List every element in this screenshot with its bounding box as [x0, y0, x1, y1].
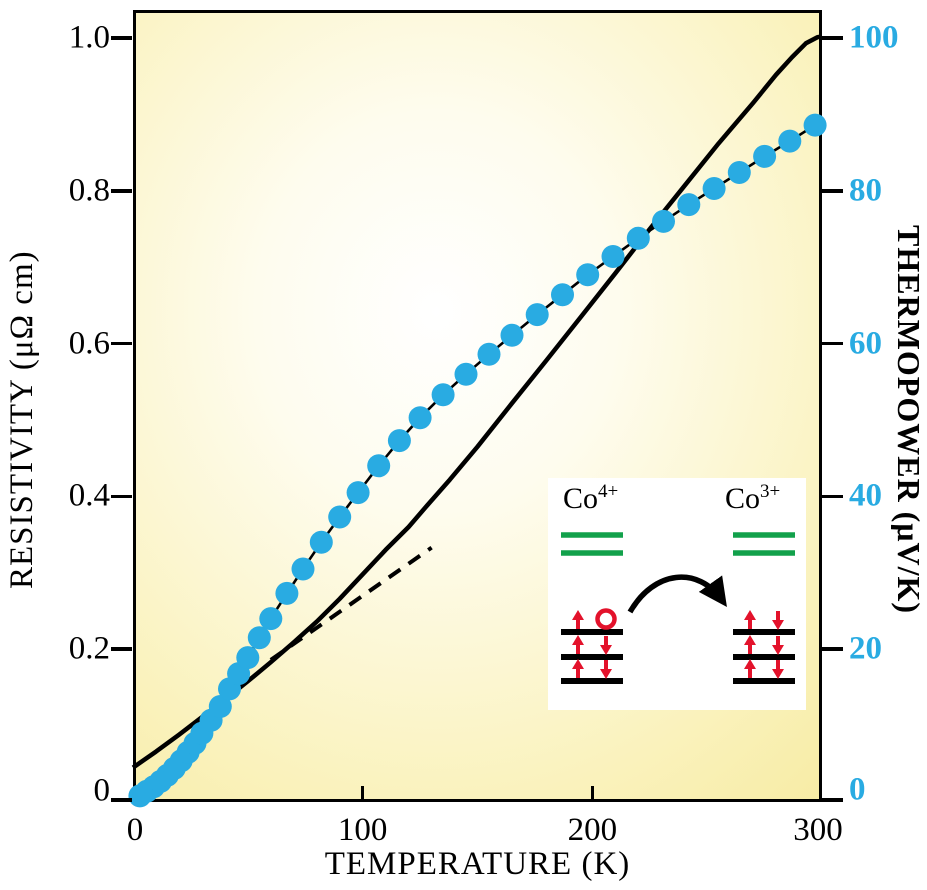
x-axis-tick [360, 786, 365, 801]
right-axis-tick [822, 36, 843, 40]
x-axis-tick-label: 200 [567, 812, 618, 848]
right-axis-tick [822, 189, 843, 193]
spin-up-arrowhead [744, 635, 756, 645]
hop-arrow [627, 574, 727, 614]
left-axis-tick [111, 341, 132, 346]
spin-up-arrowhead [572, 659, 584, 669]
x-axis-tick-label: 0 [126, 812, 144, 848]
x-axis-tick [590, 786, 595, 801]
left-axis-title: RESISTIVITY (μΩ cm) [4, 38, 41, 802]
left-axis-title-text: RESISTIVITY (μΩ cm) [4, 250, 40, 590]
ion-label-co3: Co3+ [725, 481, 781, 515]
left-axis-tick [111, 647, 132, 651]
left-axis-tick [111, 189, 132, 193]
left-axis-tick [111, 494, 132, 499]
right-axis-tick-label: 40 [849, 477, 882, 514]
right-axis-tick [822, 341, 843, 346]
right-axis-tick-label: 100 [849, 19, 899, 56]
spin-down-arrowhead [772, 645, 784, 655]
left-axis-tick-label: 0.6 [68, 325, 110, 362]
right-axis-tick-label: 80 [849, 172, 882, 209]
x-axis-tick-label: 300 [793, 812, 843, 848]
right-axis-title: THERMOPOWER (μV/K) [890, 38, 927, 802]
spin-down-arrowhead [600, 669, 612, 679]
right-axis-tick [822, 494, 843, 499]
left-axis-tick-label: 0.8 [68, 172, 110, 209]
left-axis-tick-label: 1.0 [68, 19, 110, 56]
spin-up-arrowhead [572, 635, 584, 645]
right-axis-title-text: THERMOPOWER (μV/K) [891, 225, 927, 615]
energy-level-diagram [561, 532, 795, 684]
right-axis-tick [822, 798, 843, 802]
spin-up-arrowhead [572, 610, 584, 620]
left-axis-tick [111, 798, 132, 802]
x-axis-tick-label: 100 [337, 812, 388, 848]
spin-down-arrowhead [772, 620, 784, 630]
left-axis-tick-label: 0.2 [68, 630, 110, 667]
spin-down-arrowhead [772, 669, 784, 679]
right-axis-tick-label: 60 [849, 325, 882, 362]
left-axis-tick-label: 0 [93, 772, 111, 809]
left-axis-tick-label: 0.4 [68, 477, 110, 514]
x-axis-title: TEMPERATURE (K) [324, 846, 631, 882]
left-axis-tick [111, 36, 132, 40]
spin-up-arrowhead [744, 659, 756, 669]
right-axis-tick [822, 647, 843, 651]
spin-down-arrowhead [600, 645, 612, 655]
hole-circle [595, 608, 617, 630]
right-axis-tick-label: 0 [849, 771, 866, 808]
ion-label-co4: Co4+ [563, 481, 619, 515]
spin-up-arrowhead [744, 610, 756, 620]
inset-diagram: Co4+ Co3+ [548, 478, 806, 710]
right-axis-tick-label: 20 [849, 630, 882, 667]
